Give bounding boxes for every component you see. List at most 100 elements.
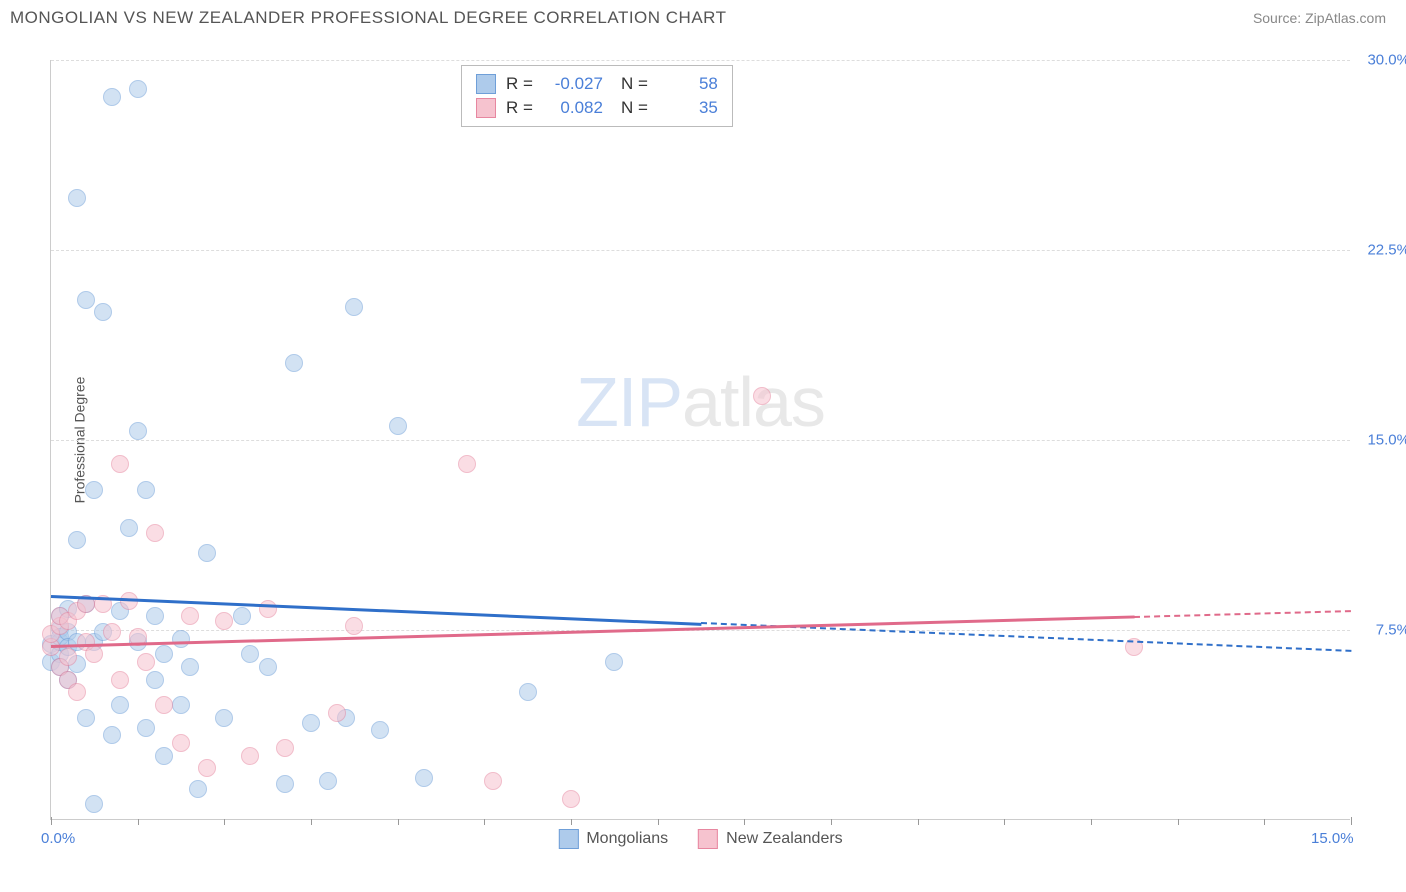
chart-header: MONGOLIAN VS NEW ZEALANDER PROFESSIONAL … (0, 0, 1406, 32)
x-tick-mark (311, 819, 312, 825)
scatter-point-mongolians (137, 719, 155, 737)
watermark-atlas: atlas (682, 363, 825, 441)
x-tick-mark (484, 819, 485, 825)
scatter-point-mongolians (181, 658, 199, 676)
scatter-point-mongolians (68, 189, 86, 207)
x-tick-mark (918, 819, 919, 825)
y-tick-label: 22.5% (1367, 242, 1406, 259)
scatter-point-mongolians (371, 721, 389, 739)
scatter-point-mongolians (103, 726, 121, 744)
scatter-point-mongolians (415, 769, 433, 787)
scatter-point-mongolians (215, 709, 233, 727)
chart-title: MONGOLIAN VS NEW ZEALANDER PROFESSIONAL … (10, 8, 727, 28)
trend-line-newzealanders (1134, 610, 1351, 618)
scatter-point-mongolians (77, 291, 95, 309)
n-label: N = (621, 98, 648, 118)
swatch-newzealanders-icon (476, 98, 496, 118)
scatter-point-mongolians (94, 303, 112, 321)
x-tick-mark (658, 819, 659, 825)
scatter-point-newzealanders (103, 623, 121, 641)
scatter-point-mongolians (241, 645, 259, 663)
x-tick-mark (138, 819, 139, 825)
legend-item-newzealanders: New Zealanders (698, 829, 843, 849)
swatch-mongolians-icon (558, 829, 578, 849)
scatter-point-newzealanders (215, 612, 233, 630)
y-tick-label: 7.5% (1376, 622, 1406, 639)
x-tick-mark (744, 819, 745, 825)
scatter-point-newzealanders (68, 683, 86, 701)
stats-row-newzealanders: R = 0.082 N = 35 (476, 96, 718, 120)
stats-row-mongolians: R = -0.027 N = 58 (476, 72, 718, 96)
legend-item-mongolians: Mongolians (558, 829, 668, 849)
scatter-point-mongolians (319, 772, 337, 790)
scatter-point-newzealanders (562, 790, 580, 808)
swatch-newzealanders-icon (698, 829, 718, 849)
watermark-zip: ZIP (576, 363, 682, 441)
x-tick-mark (1004, 819, 1005, 825)
r-label: R = (506, 98, 533, 118)
n-label: N = (621, 74, 648, 94)
y-tick-label: 30.0% (1367, 52, 1406, 69)
scatter-point-mongolians (233, 607, 251, 625)
scatter-point-mongolians (77, 709, 95, 727)
x-tick-mark (831, 819, 832, 825)
gridline (51, 60, 1350, 61)
scatter-point-mongolians (146, 671, 164, 689)
scatter-point-mongolians (111, 696, 129, 714)
scatter-point-mongolians (103, 88, 121, 106)
scatter-point-mongolians (120, 519, 138, 537)
scatter-point-newzealanders (155, 696, 173, 714)
scatter-point-newzealanders (59, 648, 77, 666)
scatter-point-mongolians (198, 544, 216, 562)
scatter-point-newzealanders (137, 653, 155, 671)
scatter-point-newzealanders (146, 524, 164, 542)
scatter-point-mongolians (68, 531, 86, 549)
scatter-point-newzealanders (328, 704, 346, 722)
swatch-mongolians-icon (476, 74, 496, 94)
x-tick-mark (398, 819, 399, 825)
scatter-point-newzealanders (241, 747, 259, 765)
scatter-point-newzealanders (172, 734, 190, 752)
legend-label-newzealanders: New Zealanders (726, 830, 843, 848)
scatter-point-mongolians (155, 645, 173, 663)
x-tick-mark (1091, 819, 1092, 825)
n-value-mongolians: 58 (658, 74, 718, 94)
scatter-point-mongolians (172, 696, 190, 714)
scatter-point-mongolians (85, 481, 103, 499)
scatter-point-mongolians (345, 298, 363, 316)
scatter-point-mongolians (189, 780, 207, 798)
x-tick-label: 15.0% (1311, 830, 1354, 847)
r-value-newzealanders: 0.082 (543, 98, 603, 118)
x-tick-label: 0.0% (41, 830, 75, 847)
watermark: ZIPatlas (576, 362, 825, 442)
scatter-point-mongolians (259, 658, 277, 676)
r-value-mongolians: -0.027 (543, 74, 603, 94)
scatter-plot: Professional Degree ZIPatlas 7.5%15.0%22… (50, 60, 1350, 820)
scatter-point-mongolians (172, 630, 190, 648)
scatter-point-mongolians (129, 422, 147, 440)
x-tick-mark (224, 819, 225, 825)
scatter-point-newzealanders (85, 645, 103, 663)
x-tick-mark (1351, 817, 1352, 825)
x-tick-mark (1264, 819, 1265, 825)
n-value-newzealanders: 35 (658, 98, 718, 118)
scatter-point-newzealanders (181, 607, 199, 625)
scatter-point-mongolians (155, 747, 173, 765)
scatter-point-newzealanders (458, 455, 476, 473)
x-tick-mark (51, 817, 52, 825)
scatter-point-mongolians (302, 714, 320, 732)
scatter-point-mongolians (85, 795, 103, 813)
source-label: Source: ZipAtlas.com (1253, 10, 1386, 26)
scatter-point-mongolians (129, 80, 147, 98)
scatter-point-newzealanders (259, 600, 277, 618)
stats-legend-box: R = -0.027 N = 58 R = 0.082 N = 35 (461, 65, 733, 127)
scatter-point-newzealanders (345, 617, 363, 635)
scatter-point-mongolians (146, 607, 164, 625)
x-tick-mark (571, 819, 572, 825)
scatter-point-mongolians (285, 354, 303, 372)
scatter-point-newzealanders (484, 772, 502, 790)
scatter-point-mongolians (137, 481, 155, 499)
scatter-point-mongolians (605, 653, 623, 671)
series-legend: Mongolians New Zealanders (558, 829, 842, 849)
scatter-point-newzealanders (276, 739, 294, 757)
